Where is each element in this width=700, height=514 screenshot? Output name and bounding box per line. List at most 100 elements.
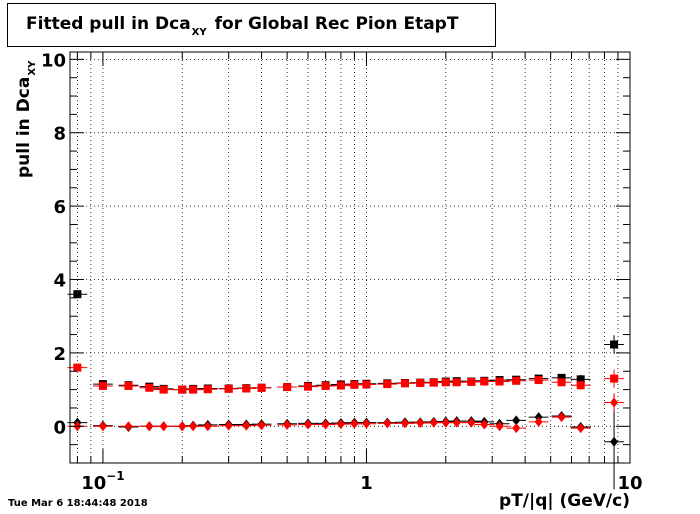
plot-frame xyxy=(69,51,631,464)
diamond-point xyxy=(303,419,312,430)
square-point xyxy=(321,381,330,390)
square-marker xyxy=(236,384,257,393)
square-point xyxy=(336,381,345,390)
diamond-point xyxy=(441,417,450,428)
axis-ticks xyxy=(70,52,631,464)
timestamp: Tue Mar 6 18:44:48 2018 xyxy=(8,498,148,509)
square-point xyxy=(576,381,585,390)
diamond-point xyxy=(159,421,168,432)
diamond-marker xyxy=(93,421,113,432)
diamond-marker xyxy=(489,421,510,432)
square-point xyxy=(557,373,566,382)
square-point xyxy=(203,385,212,394)
diamond-marker xyxy=(570,423,591,434)
diamond-point xyxy=(576,423,585,434)
diamond-point xyxy=(257,420,266,431)
diamond-point xyxy=(610,397,619,408)
square-point xyxy=(534,376,543,385)
square-point xyxy=(480,377,489,386)
square-point xyxy=(242,384,251,393)
diamond-marker xyxy=(197,421,218,432)
diamond-marker xyxy=(218,420,239,431)
diamond-point xyxy=(224,420,233,431)
square-marker xyxy=(67,363,88,372)
y-tick-label: 6 xyxy=(53,197,66,218)
diamond-point xyxy=(203,421,212,432)
diamond-point xyxy=(429,417,438,428)
square-point xyxy=(350,380,359,389)
x-tick-label: 1 xyxy=(360,473,373,494)
data-points xyxy=(67,290,624,490)
diamond-point xyxy=(512,423,521,434)
square-marker xyxy=(377,380,398,389)
square-point xyxy=(283,383,292,392)
diamond-point xyxy=(452,417,461,428)
diamond-point xyxy=(321,419,330,430)
diamond-point xyxy=(362,418,371,429)
y-tick-label: 2 xyxy=(53,344,66,365)
square-point xyxy=(303,382,312,391)
square-marker xyxy=(551,378,572,387)
square-point xyxy=(362,380,371,389)
x-tick-label: 10−1 xyxy=(81,469,124,494)
square-point xyxy=(224,384,233,393)
diamond-point xyxy=(557,412,566,423)
grid-lines xyxy=(70,52,631,463)
square-point xyxy=(98,381,107,390)
square-point xyxy=(495,377,504,386)
diamond-point xyxy=(178,421,187,432)
diamond-marker xyxy=(298,419,318,430)
square-marker xyxy=(93,381,113,390)
square-point xyxy=(145,383,154,392)
square-point xyxy=(257,383,266,392)
square-point xyxy=(73,363,82,372)
square-point xyxy=(441,378,450,387)
square-point xyxy=(124,381,133,390)
square-marker xyxy=(551,373,572,382)
x-tick-label: 10 xyxy=(617,473,642,494)
diamond-point xyxy=(336,419,345,430)
diamond-point xyxy=(416,418,425,429)
square-marker xyxy=(218,384,239,393)
square-marker xyxy=(356,380,377,389)
square-point xyxy=(189,385,198,394)
diamond-point xyxy=(283,419,292,430)
square-point xyxy=(383,380,392,389)
square-point xyxy=(512,376,521,385)
diamond-marker xyxy=(604,393,624,412)
square-marker xyxy=(604,369,624,388)
square-marker xyxy=(118,381,139,390)
title-box: Fitted pull in DcaXY for Global Rec Pion … xyxy=(7,3,496,47)
square-marker xyxy=(528,376,549,385)
square-point xyxy=(400,379,409,388)
square-point xyxy=(416,379,425,388)
y-axis-label: pull in DcaXY xyxy=(14,60,38,178)
diamond-point xyxy=(242,420,251,431)
square-marker xyxy=(139,383,160,392)
diamond-point xyxy=(145,421,154,432)
square-marker xyxy=(331,381,351,390)
diamond-point xyxy=(400,418,409,429)
diamond-marker xyxy=(506,415,527,426)
diamond-marker xyxy=(356,418,377,429)
square-marker xyxy=(506,376,527,385)
diamond-point xyxy=(512,415,521,426)
square-point xyxy=(429,378,438,387)
diamond-point xyxy=(350,418,359,429)
square-marker xyxy=(570,380,591,390)
square-point xyxy=(610,340,619,349)
diamond-point xyxy=(534,416,543,427)
square-marker xyxy=(277,383,297,392)
diamond-marker xyxy=(506,423,527,434)
square-point xyxy=(178,385,187,394)
diamond-marker xyxy=(277,419,297,430)
square-point xyxy=(557,378,566,387)
square-marker xyxy=(197,385,218,394)
diamond-marker xyxy=(377,418,398,429)
square-point xyxy=(73,290,82,299)
diamond-marker xyxy=(474,419,495,430)
diamond-marker xyxy=(153,421,174,432)
diamond-point xyxy=(98,421,107,432)
diamond-marker xyxy=(551,412,572,423)
